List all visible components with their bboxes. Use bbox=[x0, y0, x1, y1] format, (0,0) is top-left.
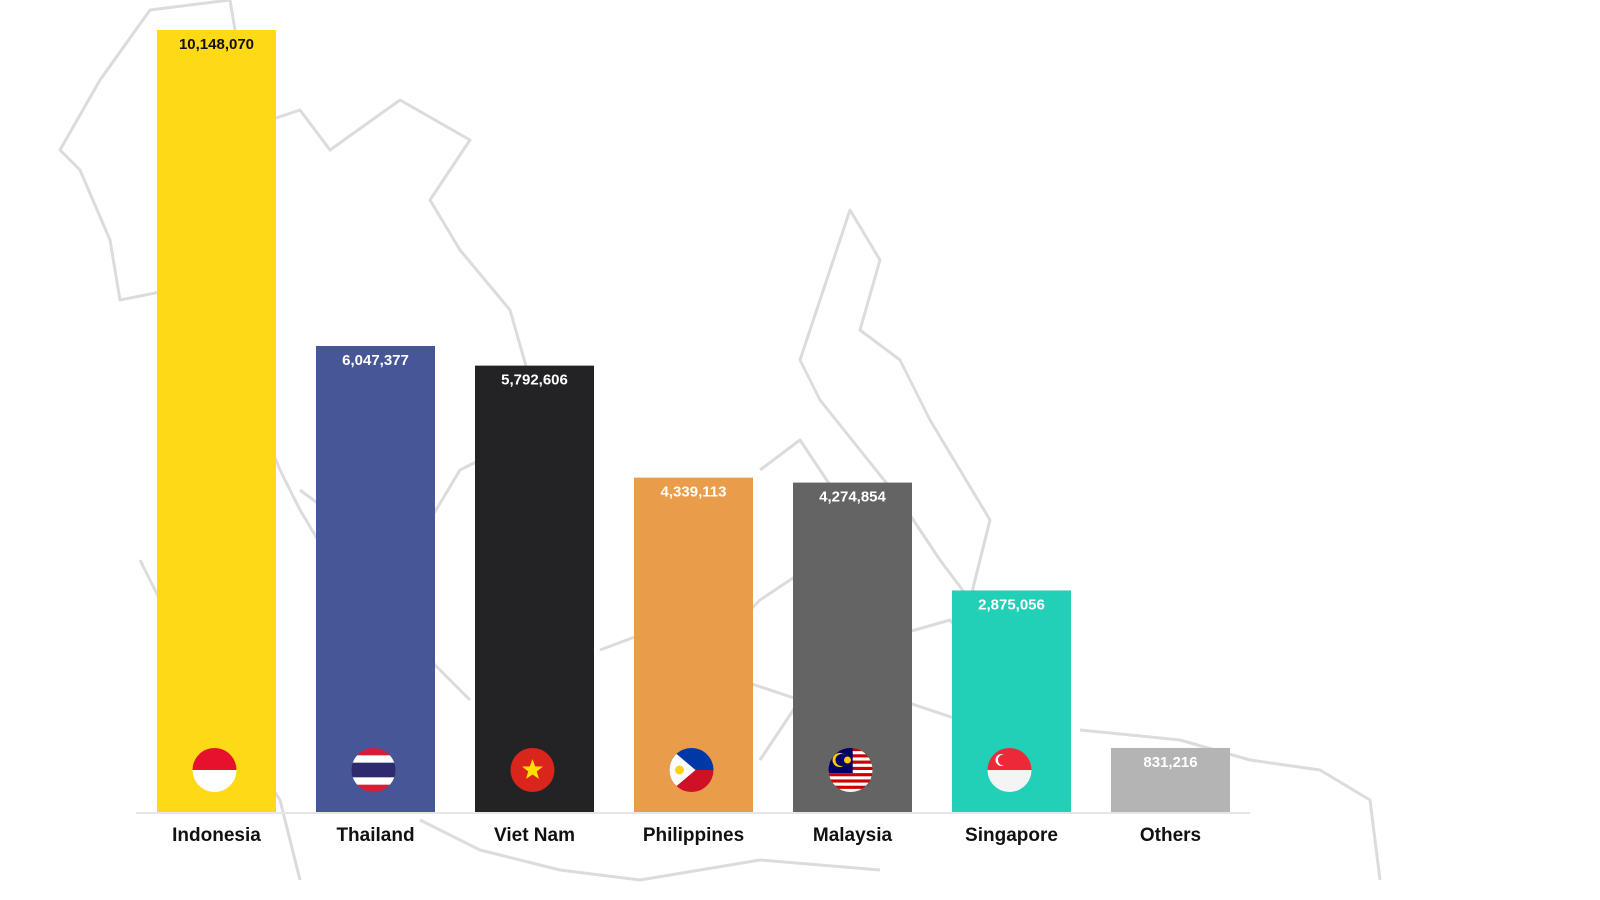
malaysia-flag-icon bbox=[828, 748, 873, 792]
thailand-flag-icon bbox=[351, 748, 396, 792]
category-label: Singapore bbox=[965, 825, 1058, 846]
indonesia-flag-icon bbox=[192, 748, 237, 792]
category-label: Others bbox=[1140, 825, 1201, 846]
value-label: 6,047,377 bbox=[342, 352, 409, 369]
value-label: 2,875,056 bbox=[978, 596, 1045, 613]
value-label: 4,339,113 bbox=[661, 484, 727, 501]
bar-indonesia bbox=[157, 30, 276, 812]
value-label: 831,216 bbox=[1143, 754, 1197, 771]
category-label: Philippines bbox=[643, 825, 744, 846]
value-label: 5,792,606 bbox=[501, 372, 568, 389]
philippines-flag-icon bbox=[669, 748, 714, 792]
bar-others bbox=[1111, 747, 1230, 812]
category-label: Viet Nam bbox=[494, 825, 575, 846]
value-label: 4,274,854 bbox=[819, 489, 886, 506]
vietnam-flag-icon bbox=[510, 748, 555, 792]
bar-viet-nam bbox=[475, 365, 594, 812]
category-label: Indonesia bbox=[172, 825, 261, 846]
singapore-flag-icon bbox=[987, 748, 1032, 792]
category-label: Thailand bbox=[336, 825, 414, 846]
category-label: Malaysia bbox=[813, 825, 893, 846]
bar-thailand bbox=[316, 345, 435, 812]
value-label: 10,148,070 bbox=[179, 36, 254, 53]
